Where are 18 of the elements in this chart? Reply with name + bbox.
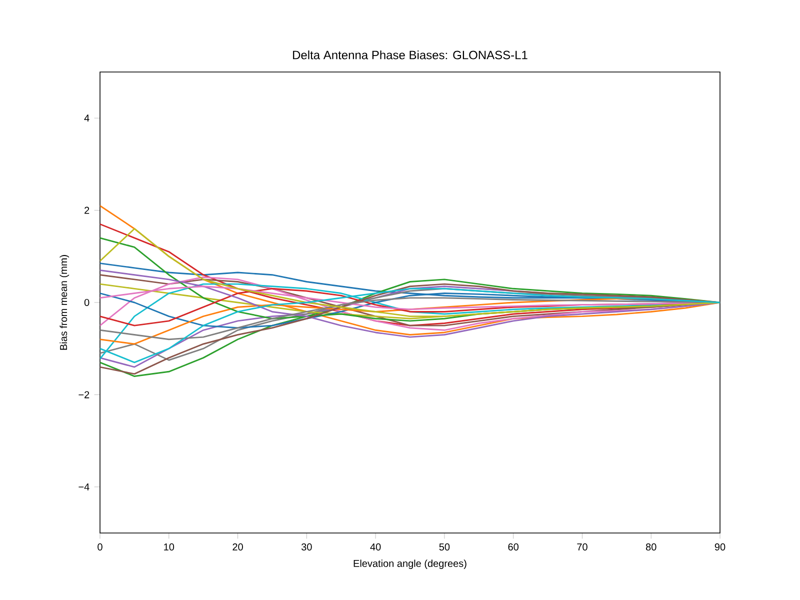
- y-tick-label: 4: [84, 114, 90, 122]
- y-tick-label: 0: [84, 298, 90, 306]
- x-tick-label: 80: [646, 543, 656, 550]
- chart-title: Delta Antenna Phase Biases: GLONASS-L1: [293, 50, 528, 60]
- x-tick-label: 70: [577, 543, 588, 550]
- y-axis-title: Bias from mean (mm): [60, 255, 70, 350]
- x-tick-label: 90: [714, 543, 726, 550]
- x-tick-label: 30: [301, 543, 312, 550]
- x-tick-label: 10: [164, 543, 174, 550]
- y-tick-label: −2: [78, 391, 90, 398]
- x-tick-label: 40: [370, 543, 381, 550]
- x-tick-label: 20: [232, 543, 243, 550]
- x-tick-label: 60: [508, 543, 518, 550]
- y-tick-label: −4: [78, 483, 90, 490]
- x-axis-title: Elevation angle (degrees): [354, 560, 466, 569]
- x-tick-label: 0: [98, 543, 102, 550]
- x-tick-label: 50: [439, 543, 450, 550]
- y-tick-label: 2: [84, 206, 90, 214]
